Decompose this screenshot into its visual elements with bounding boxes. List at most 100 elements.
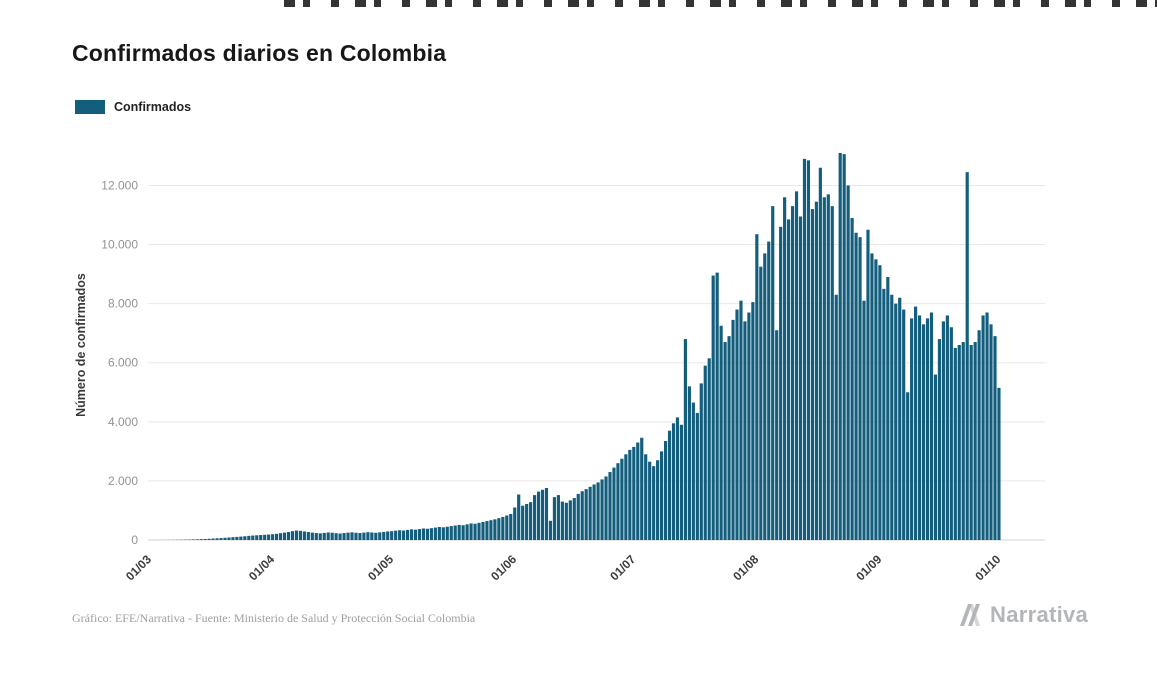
bar	[632, 446, 636, 540]
bar	[433, 527, 437, 540]
bar	[854, 232, 858, 541]
bar	[751, 302, 755, 540]
bar	[937, 339, 942, 540]
bar	[624, 454, 628, 540]
bar	[227, 537, 231, 540]
legend-swatch	[75, 100, 105, 114]
bar	[961, 342, 965, 540]
bar	[878, 265, 882, 540]
bar	[310, 532, 314, 540]
x-tick-label: 01/04	[246, 552, 277, 583]
bar	[267, 534, 271, 540]
bar	[850, 217, 854, 540]
bar	[862, 300, 866, 540]
bar	[290, 531, 295, 540]
bar	[818, 167, 822, 541]
bar	[572, 498, 576, 540]
y-tick-label: 10.000	[101, 238, 138, 252]
bar	[834, 294, 838, 540]
bar	[588, 486, 592, 540]
bar	[790, 206, 795, 540]
bar	[533, 495, 537, 540]
bar	[421, 528, 426, 540]
narrativa-logo: Narrativa	[960, 602, 1088, 628]
bar	[413, 529, 418, 540]
bar	[251, 535, 255, 540]
bar	[882, 288, 886, 540]
bar	[838, 152, 842, 540]
bar	[473, 523, 477, 540]
bar	[612, 467, 616, 540]
bar	[540, 489, 545, 540]
bar	[461, 525, 465, 540]
bar	[699, 383, 703, 540]
x-tick-label: 01/05	[365, 552, 396, 583]
bar	[306, 532, 310, 540]
bar	[350, 532, 354, 540]
bar	[644, 454, 648, 540]
bar	[830, 206, 834, 540]
bar	[977, 330, 981, 540]
bar	[858, 237, 862, 540]
bar	[429, 528, 433, 540]
bar	[989, 324, 993, 540]
bar	[465, 524, 469, 540]
x-tick-label: 01/06	[488, 552, 519, 583]
bar	[374, 532, 378, 540]
bar	[302, 531, 306, 540]
bar	[521, 505, 525, 540]
bar	[584, 489, 588, 540]
bar	[576, 493, 580, 540]
bar	[985, 312, 989, 540]
bar	[560, 501, 564, 540]
bar	[362, 532, 366, 540]
bar	[417, 529, 422, 540]
bar	[286, 532, 291, 540]
bar	[453, 525, 457, 540]
bar	[544, 488, 549, 540]
bar	[402, 530, 406, 540]
bar	[211, 538, 215, 540]
bar	[556, 495, 560, 540]
bar	[386, 531, 390, 540]
bar	[921, 324, 926, 540]
bar	[513, 507, 517, 540]
x-tick-label: 01/07	[607, 552, 638, 583]
bar	[378, 532, 382, 540]
bar	[890, 294, 894, 540]
bar	[656, 460, 660, 540]
bar	[592, 484, 596, 540]
bar	[735, 309, 739, 540]
bar	[910, 318, 914, 540]
bar	[326, 532, 330, 540]
bar	[616, 463, 620, 540]
bar	[342, 533, 346, 540]
bar	[449, 526, 453, 540]
bar	[798, 216, 803, 541]
bar	[822, 197, 826, 540]
legend-item-confirmados[interactable]: Confirmados	[75, 100, 191, 114]
bar	[457, 524, 461, 540]
bar	[767, 241, 771, 540]
y-tick-label: 8.000	[108, 297, 138, 311]
y-tick-label: 4.000	[108, 415, 138, 429]
bar	[219, 538, 223, 540]
bar	[898, 297, 902, 540]
bar	[207, 538, 211, 540]
bar	[405, 529, 410, 540]
x-tick-label: 01/10	[972, 552, 1003, 583]
chart-title: Confirmados diarios en Colombia	[72, 40, 447, 66]
source-credit: Gráfico: EFE/Narrativa - Fuente: Ministe…	[72, 611, 476, 625]
bar	[691, 402, 695, 540]
bar	[239, 536, 243, 540]
bar	[652, 466, 656, 540]
bar	[906, 392, 910, 540]
bar	[294, 530, 299, 540]
bar	[358, 533, 362, 540]
bar	[409, 529, 414, 540]
bar	[477, 522, 481, 540]
bar	[997, 387, 1001, 540]
bar	[993, 336, 997, 540]
bar	[783, 197, 787, 540]
bar	[771, 206, 775, 540]
